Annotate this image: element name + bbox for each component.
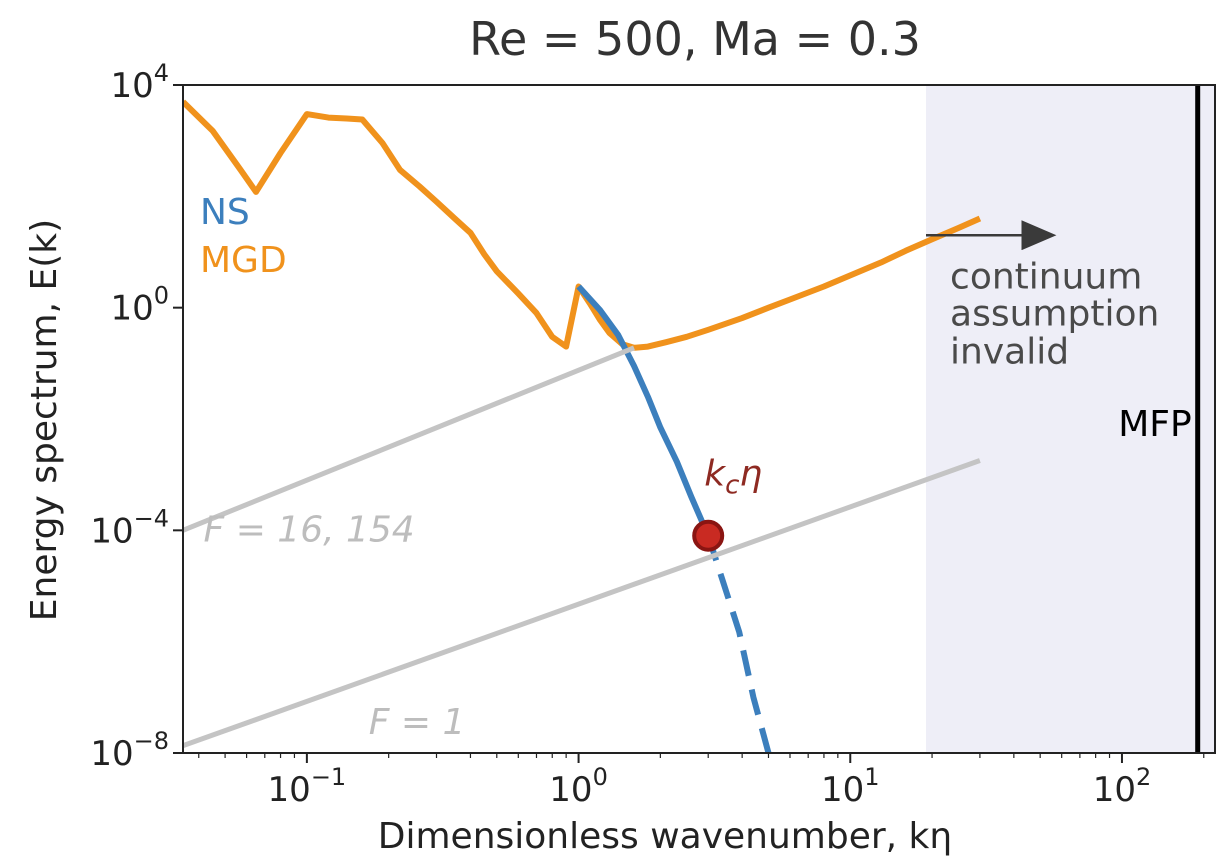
series-layer — [183, 99, 982, 753]
series-line-f-16-154-3 — [183, 345, 635, 533]
annotation-2: invalid — [950, 331, 1069, 372]
annotation-0: continuum — [950, 257, 1142, 298]
series-line-ns-1 — [576, 284, 711, 537]
chart-title: Re = 500, Ma = 0.3 — [469, 12, 921, 66]
kc-eta-label: kcη — [704, 454, 762, 501]
kc-label-eta: η — [739, 454, 762, 495]
y-tick-label-1: 100 — [110, 282, 169, 329]
series-line-ns-2 — [705, 534, 772, 753]
x-tick-label-1: 100 — [549, 763, 608, 810]
kc-label-k: k — [704, 454, 727, 495]
mfp-label: MFP — [1118, 404, 1191, 445]
annotation-1: assumption — [950, 293, 1159, 334]
y-tick-label-2: 10−4 — [90, 504, 169, 551]
x-axis-label: Dimensionless wavenumber, kη — [378, 816, 952, 856]
legend-mgd: MGD — [200, 240, 287, 281]
x-tick-label-2: 101 — [821, 763, 880, 810]
kc-label-sub: c — [725, 471, 739, 501]
x-tick-label-3: 102 — [1093, 763, 1152, 810]
line-label-1: F = 1 — [369, 702, 466, 743]
x-tick-label-0: 10−1 — [268, 763, 347, 810]
y-tick-label-0: 104 — [110, 59, 169, 106]
y-tick-label-3: 10−8 — [90, 727, 169, 774]
y-axis-label: Energy spectrum, E(k) — [24, 219, 65, 621]
kc-eta-point — [692, 519, 725, 552]
series-line-mgd-0 — [183, 99, 982, 351]
series-line-f-1-4 — [183, 458, 981, 749]
continuum-invalid-region — [926, 85, 1215, 753]
plot-frame — [182, 84, 1216, 754]
line-label-0: F = 16, 154 — [204, 510, 415, 551]
tick-layer: 10−1 100 101 102 104 100 10−4 10−8 — [90, 59, 1205, 810]
legend-ns: NS — [200, 192, 250, 233]
